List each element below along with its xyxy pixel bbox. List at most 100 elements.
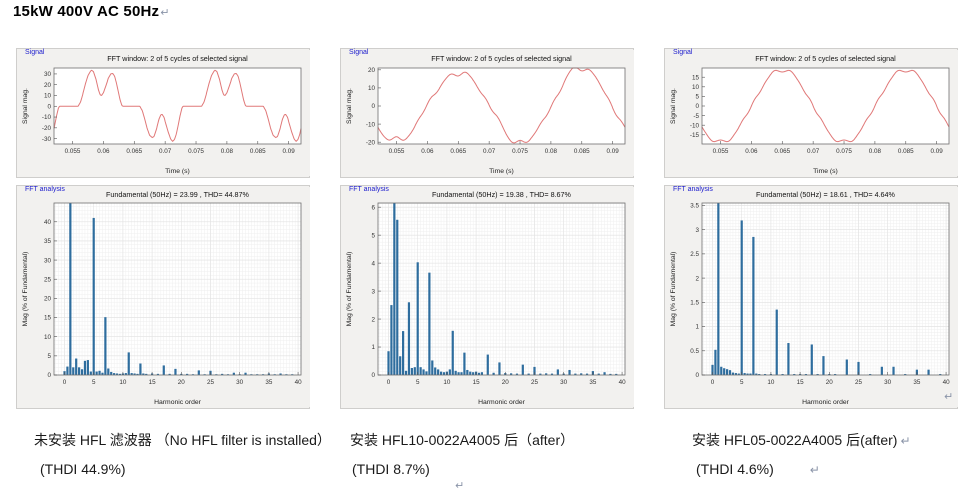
svg-text:6: 6 xyxy=(371,204,375,211)
svg-text:20: 20 xyxy=(826,379,834,386)
svg-text:35: 35 xyxy=(265,379,273,386)
svg-text:Time (s): Time (s) xyxy=(165,168,190,175)
figure-column-3: Signal 0.055 0.06 0.065 0.07 0.075 0.08 0.085 0… xyxy=(664,48,958,409)
svg-text:Fundamental (50Hz) = 19.38 , T: Fundamental (50Hz) = 19.38 , THD= 8.67% xyxy=(432,190,572,199)
svg-text:10: 10 xyxy=(368,85,376,92)
svg-text:20: 20 xyxy=(502,379,510,386)
fft-panel-1: FFT analysis 0 5 10 15 20 25 30 35 40 0 5 10 15 20 25 3… xyxy=(16,185,310,409)
svg-text:1: 1 xyxy=(371,344,375,351)
figure-column-2: Signal 0.055 0.06 0.065 0.07 0.075 0.08 0.085 0… xyxy=(340,48,634,409)
caption-1-line-1: 未安装 HFL 滤波器 （No HFL filter is installed） xyxy=(34,432,331,448)
paragraph-mark-icon: ↵ xyxy=(455,480,465,492)
svg-text:25: 25 xyxy=(855,379,863,386)
svg-text:30: 30 xyxy=(560,379,568,386)
signal-chart-3: 0.055 0.06 0.065 0.07 0.075 0.08 0.085 0.09 -15 -… xyxy=(666,50,958,176)
svg-text:0.055: 0.055 xyxy=(389,148,405,155)
svg-text:5: 5 xyxy=(371,232,375,239)
svg-text:0.085: 0.085 xyxy=(574,148,590,155)
svg-text:Time (s): Time (s) xyxy=(489,168,514,175)
svg-text:2.5: 2.5 xyxy=(690,251,699,258)
svg-text:0: 0 xyxy=(711,379,715,386)
svg-text:1.5: 1.5 xyxy=(690,300,699,307)
svg-text:Signal mag.: Signal mag. xyxy=(22,88,29,124)
svg-text:30: 30 xyxy=(44,71,52,78)
svg-text:Harmonic order: Harmonic order xyxy=(478,399,526,406)
svg-text:Time (s): Time (s) xyxy=(813,168,838,175)
svg-text:Mag (% of Fundamental): Mag (% of Fundamental) xyxy=(22,252,29,327)
svg-text:30: 30 xyxy=(236,379,244,386)
svg-text:-10: -10 xyxy=(42,114,52,121)
svg-text:2: 2 xyxy=(695,275,699,282)
svg-text:0: 0 xyxy=(371,372,375,379)
caption-2-line-1: 安装 HFL10-0022A4005 后（after） xyxy=(350,432,575,448)
fft-panel-label: FFT analysis xyxy=(671,186,715,194)
svg-text:4: 4 xyxy=(371,260,375,267)
svg-text:0.055: 0.055 xyxy=(65,148,81,155)
svg-text:40: 40 xyxy=(619,379,627,386)
svg-text:35: 35 xyxy=(589,379,597,386)
fft-panel-2: FFT analysis 0 5 10 15 20 25 30 35 40 0 1 2 3 4 5 6 Fund… xyxy=(340,185,634,409)
svg-text:Fundamental (50Hz) = 18.61 , T: Fundamental (50Hz) = 18.61 , THD= 4.64% xyxy=(756,190,896,199)
svg-text:0.085: 0.085 xyxy=(250,148,266,155)
signal-panel-1: Signal 0.055 0.06 0.065 0.07 0.075 0.08 0.085 0… xyxy=(16,48,310,178)
svg-text:-30: -30 xyxy=(42,136,52,143)
svg-text:0: 0 xyxy=(695,103,699,110)
svg-text:0.08: 0.08 xyxy=(545,148,558,155)
fft-panel-label: FFT analysis xyxy=(347,186,391,194)
caption-3-line-1: 安装 HFL05-0022A4005 后(after) ↵ xyxy=(692,430,911,450)
page-title-text: 15kW 400V AC 50Hz xyxy=(13,3,160,20)
signal-chart-2: 0.055 0.06 0.065 0.07 0.075 0.08 0.085 0.09 -20 -… xyxy=(342,50,634,176)
svg-text:15: 15 xyxy=(797,379,805,386)
svg-text:30: 30 xyxy=(884,379,892,386)
signal-chart-1: 0.055 0.06 0.065 0.07 0.075 0.08 0.085 0.09 -30 -… xyxy=(18,50,310,176)
svg-text:0: 0 xyxy=(695,372,699,379)
svg-text:35: 35 xyxy=(44,238,52,245)
svg-text:20: 20 xyxy=(178,379,186,386)
svg-text:Mag (% of Fundamental): Mag (% of Fundamental) xyxy=(670,252,677,327)
svg-text:0.065: 0.065 xyxy=(450,148,466,155)
caption-1-line-2: (THDI 44.9%) xyxy=(40,461,126,477)
svg-text:15: 15 xyxy=(473,379,481,386)
svg-text:5: 5 xyxy=(416,379,420,386)
svg-text:3: 3 xyxy=(695,227,699,234)
svg-text:0: 0 xyxy=(371,103,375,110)
svg-text:40: 40 xyxy=(44,219,52,226)
page-title: 15kW 400V AC 50Hz↵ xyxy=(13,3,170,20)
fft-panel-3: FFT analysis 0 5 10 15 20 25 30 35 40 0 0.5 1 1.5 2 2.… xyxy=(664,185,958,409)
svg-text:0.075: 0.075 xyxy=(512,148,528,155)
svg-text:2: 2 xyxy=(371,316,375,323)
svg-text:15: 15 xyxy=(44,315,52,322)
caption-3-line-2-text: (THDI 4.6%) xyxy=(696,461,774,477)
svg-text:5: 5 xyxy=(695,94,699,101)
signal-panel-2: Signal 0.055 0.06 0.065 0.07 0.075 0.08 0.085 0… xyxy=(340,48,634,178)
svg-text:25: 25 xyxy=(531,379,539,386)
svg-text:0.08: 0.08 xyxy=(869,148,882,155)
svg-text:Harmonic order: Harmonic order xyxy=(802,399,850,406)
svg-text:10: 10 xyxy=(767,379,775,386)
svg-text:0.085: 0.085 xyxy=(898,148,914,155)
svg-text:0: 0 xyxy=(387,379,391,386)
svg-text:0.06: 0.06 xyxy=(97,148,110,155)
signal-panel-label: Signal xyxy=(347,49,371,57)
svg-text:0: 0 xyxy=(47,103,51,110)
svg-text:10: 10 xyxy=(44,93,52,100)
svg-text:3.5: 3.5 xyxy=(690,203,699,210)
svg-text:1: 1 xyxy=(695,324,699,331)
svg-text:10: 10 xyxy=(44,334,52,341)
svg-text:40: 40 xyxy=(943,379,951,386)
svg-text:5: 5 xyxy=(47,353,51,360)
fft-chart-3: 0 5 10 15 20 25 30 35 40 0 0.5 1 1.5 2 2.5 3 3.5 Fundamen… xyxy=(666,187,958,407)
svg-text:-15: -15 xyxy=(690,132,700,139)
svg-text:FFT window: 2 of 5 cycles of s: FFT window: 2 of 5 cycles of selected si… xyxy=(107,54,248,63)
figure-column-1: Signal 0.055 0.06 0.065 0.07 0.075 0.08 0.085 0… xyxy=(16,48,310,409)
svg-text:0.07: 0.07 xyxy=(483,148,496,155)
svg-text:Harmonic order: Harmonic order xyxy=(154,399,202,406)
svg-text:0.07: 0.07 xyxy=(159,148,172,155)
paragraph-mark-icon: ↵ xyxy=(944,391,954,403)
svg-text:Signal mag.: Signal mag. xyxy=(346,88,353,124)
svg-text:10: 10 xyxy=(443,379,451,386)
svg-text:-20: -20 xyxy=(42,125,52,132)
fft-panel-label: FFT analysis xyxy=(23,186,67,194)
svg-text:Fundamental (50Hz) = 23.99 , T: Fundamental (50Hz) = 23.99 , THD= 44.87% xyxy=(106,190,250,199)
fft-chart-2: 0 5 10 15 20 25 30 35 40 0 1 2 3 4 5 6 Fundamental (50Hz… xyxy=(342,187,634,407)
